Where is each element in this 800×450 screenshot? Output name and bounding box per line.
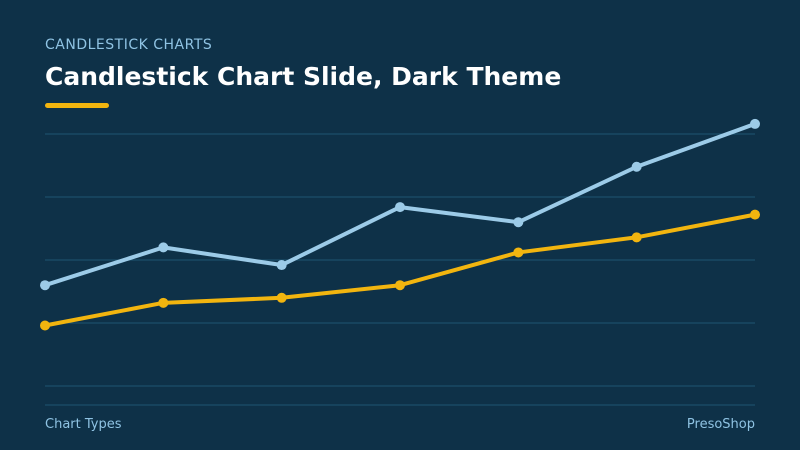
series-1-point-4 xyxy=(395,202,405,213)
series-1-point-3 xyxy=(276,260,287,271)
series-1-point-5 xyxy=(513,217,524,228)
series-2-point-3 xyxy=(276,292,287,303)
series-1-point-2 xyxy=(158,242,169,253)
footer-brand: PresoShop xyxy=(686,417,755,432)
series-2-point-1 xyxy=(40,320,50,331)
slide-title: Candlestick Chart Slide, Dark Theme xyxy=(45,62,562,91)
slide-kicker: CANDLESTICK CHARTS xyxy=(45,37,213,53)
title-accent-bar xyxy=(45,103,109,108)
series-line-2 xyxy=(43,212,757,328)
chart-grid xyxy=(45,133,755,406)
series-1-point-6 xyxy=(631,161,642,172)
series-2-point-4 xyxy=(395,280,405,291)
series-1-point-1 xyxy=(40,280,50,291)
series-2-point-2 xyxy=(158,297,169,308)
series-2-point-7 xyxy=(750,209,760,220)
series-2-point-6 xyxy=(631,232,642,243)
series-1-point-7 xyxy=(750,118,760,129)
series-2-point-5 xyxy=(513,247,524,258)
chart-series xyxy=(40,118,760,331)
footer-section-label: Chart Types xyxy=(45,417,122,432)
